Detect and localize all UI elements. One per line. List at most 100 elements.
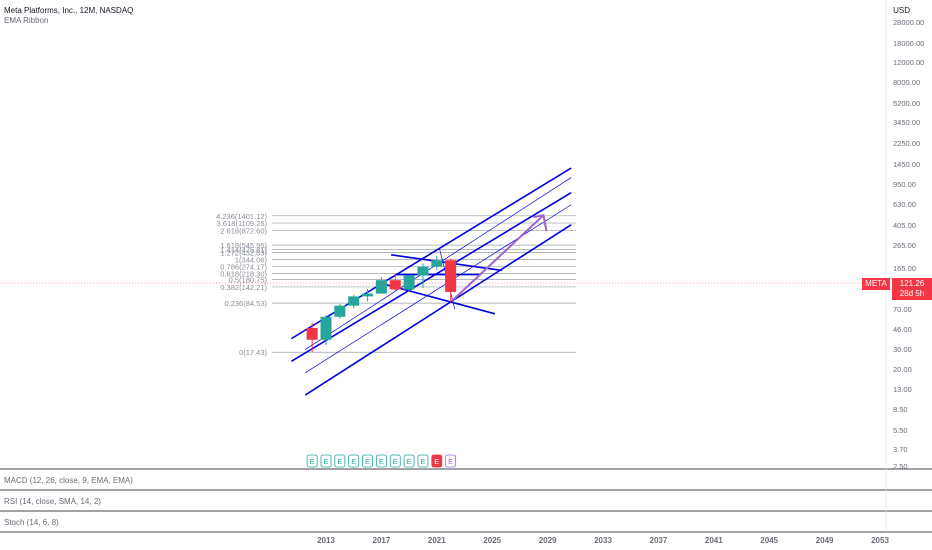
candle-body [348, 296, 360, 306]
fib-level-label: 1.272(432.63) [220, 248, 267, 257]
earnings-event-icon[interactable] [334, 454, 346, 468]
earnings-event-label[interactable]: E [448, 457, 453, 466]
earnings-event-label[interactable]: E [407, 457, 412, 466]
symbol-tag: META [862, 278, 890, 290]
candle-body [445, 260, 457, 292]
candles [306, 256, 457, 353]
price-tick-label: 46.00 [893, 325, 912, 334]
earnings-event-label[interactable]: E [420, 457, 425, 466]
price-tick-label: 2250.00 [893, 139, 920, 148]
currency-label: USD [893, 6, 910, 15]
candle-body [389, 280, 401, 290]
price-tick-label: 3450.00 [893, 118, 920, 127]
candle-body [375, 280, 387, 294]
earnings-event-icon[interactable] [445, 454, 457, 468]
time-tick-label: 2021 [428, 536, 446, 545]
price-tick-label: 630.00 [893, 200, 916, 209]
indicator-label[interactable]: EMA Ribbon [4, 16, 49, 25]
fib-level-label: 0.618(218.30) [220, 270, 267, 279]
price-tick-label: 2.50 [893, 462, 908, 471]
price-tick-label: 13.00 [893, 385, 912, 394]
time-tick-label: 2017 [373, 536, 391, 545]
candle-body [306, 327, 318, 340]
price-tick-label: 20.00 [893, 365, 912, 374]
bar-countdown: 28d 5h [899, 289, 925, 298]
time-tick-label: 2037 [650, 536, 668, 545]
earnings-event-label[interactable]: E [393, 457, 398, 466]
price-tick-label: 405.00 [893, 221, 916, 230]
fib-level-label: 0.5(180.75) [229, 276, 268, 285]
time-tick-label: 2025 [483, 536, 501, 545]
price-tick-label: 8000.00 [893, 78, 920, 87]
time-tick-label: 2029 [539, 536, 557, 545]
earnings-event-label[interactable]: E [379, 457, 384, 466]
earnings-event-icon[interactable] [403, 454, 415, 468]
earnings-event-icon[interactable] [431, 454, 443, 468]
fib-level-label: 4.236(1401.12) [216, 212, 267, 221]
earnings-event-icon[interactable] [362, 454, 373, 468]
chart-title: Meta Platforms, Inc., 12M, NASDAQ [4, 6, 134, 15]
candle-body [334, 305, 346, 317]
price-tick-label: 5.50 [893, 426, 908, 435]
price-axis[interactable]: 28000.00 18000.00 12000.00 8000.00 5200.00 34… [893, 18, 924, 471]
trend-line [304, 224, 572, 396]
fib-level-label: 0.236(84.53) [224, 299, 267, 308]
fib-level-label: 3.618(1109.25) [217, 219, 268, 228]
candle-body [403, 275, 415, 290]
candle-body [417, 266, 429, 276]
fib-level-label: 2.618(872.60) [220, 227, 267, 236]
macd-pane-label[interactable]: MACD (12, 26, close, 9, EMA, EMA) [4, 476, 133, 485]
price-tick-label: 28000.00 [893, 18, 924, 27]
earnings-event-label[interactable]: E [337, 457, 342, 466]
earnings-event-icon[interactable] [348, 454, 360, 468]
arrow-head [533, 214, 548, 232]
earnings-event-label[interactable]: E [434, 457, 439, 466]
fib-level-label: 0.786(274.17) [220, 263, 267, 272]
price-tick-label: 30.00 [893, 345, 912, 354]
time-tick-label: 2041 [705, 536, 723, 545]
fib-level-label: 1.414(475.81) [220, 245, 267, 254]
fib-level-label: 0(17.43) [239, 348, 267, 357]
price-tick-label: 8.50 [893, 405, 908, 414]
price-tick-label: 265.00 [893, 241, 916, 250]
earnings-event-label[interactable]: E [351, 457, 356, 466]
rsi-pane-label[interactable]: RSI (14, close, SMA, 14, 2) [4, 497, 101, 506]
fib-level-label: 0.382(142.21) [220, 283, 267, 292]
last-price: 121.26 [899, 279, 925, 288]
earnings-event-label[interactable]: E [323, 457, 328, 466]
arrow-shaft [451, 214, 545, 302]
earnings-event-icon[interactable] [375, 454, 387, 468]
projection-arrow [451, 214, 548, 302]
time-tick-label: 2049 [816, 536, 834, 545]
price-tick-label: 18000.00 [893, 39, 924, 48]
price-tick-label: 70.00 [893, 305, 912, 314]
price-tick-label: 12000.00 [893, 58, 924, 67]
time-tick-label: 2033 [594, 536, 612, 545]
earnings-event-icon[interactable] [389, 454, 401, 468]
trend-line [290, 167, 572, 340]
earnings-event-icon[interactable] [306, 454, 318, 468]
fib-level-label: 1(344.06) [235, 255, 268, 264]
price-tick-label: 1450.00 [893, 160, 920, 169]
time-tick-label: 2013 [317, 536, 335, 545]
price-tick-label: 5200.00 [893, 99, 920, 108]
time-axis[interactable]: 2013 2017 2021 2025 2029 2033 2037 2041 2045 2049… [317, 536, 889, 545]
earnings-event-icon[interactable] [417, 454, 429, 468]
price-tick-label: 950.00 [893, 180, 916, 189]
candle-body [362, 293, 374, 297]
trend-channel [290, 167, 572, 396]
time-tick-label: 2053 [871, 536, 889, 545]
stoch-pane-label[interactable]: Stoch (14, 6, 8) [4, 518, 59, 527]
trend-line [290, 191, 572, 363]
time-tick-label: 2045 [760, 536, 778, 545]
earnings-event-icon[interactable] [320, 454, 332, 468]
candle-body [320, 316, 332, 340]
pane-dividers [0, 0, 932, 533]
price-tick-label: 165.00 [893, 264, 916, 273]
earnings-event-label[interactable]: E [365, 457, 370, 466]
earnings-event-label[interactable]: E [310, 457, 315, 466]
candle-body [431, 260, 443, 267]
last-price-tag: 121.26 28d 5h [892, 278, 932, 300]
